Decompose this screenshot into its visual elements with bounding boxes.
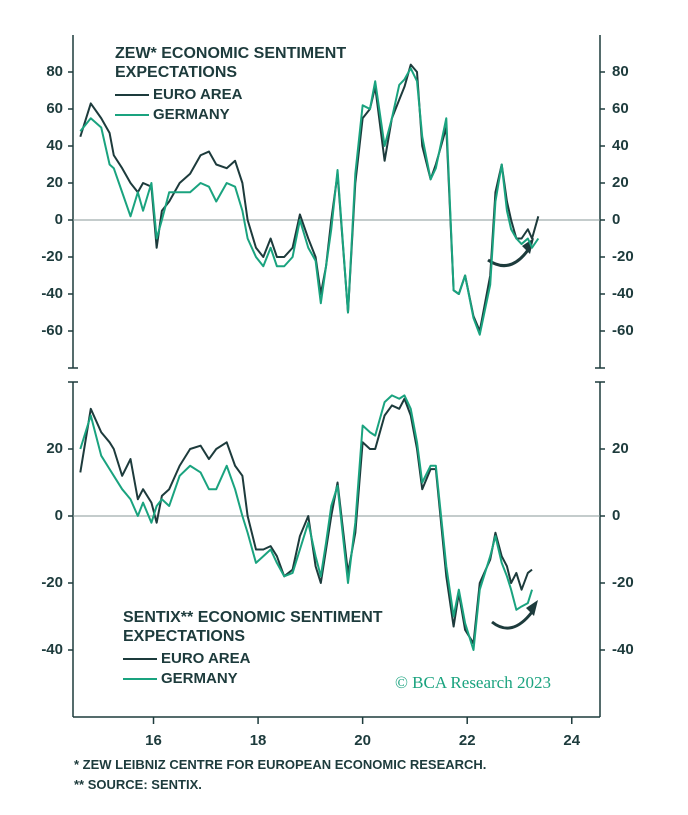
y-tick-label: 20 — [46, 440, 63, 457]
y2-tick-label: 60 — [612, 100, 629, 117]
chart-title: SENTIX** ECONOMIC SENTIMENT EXPECTATIONS — [123, 609, 383, 645]
y-tick-label: 0 — [55, 507, 63, 524]
y-tick-label: -60 — [41, 322, 63, 339]
x-tick-label: 20 — [354, 732, 371, 749]
y2-tick-label: 40 — [612, 137, 629, 154]
y-tick-label: 0 — [55, 211, 63, 228]
legend-label: GERMANY — [161, 670, 238, 687]
x-tick-label: 18 — [250, 732, 267, 749]
series-line — [79, 63, 540, 332]
series-line — [79, 397, 533, 645]
x-tick-label: 24 — [563, 732, 580, 749]
y2-tick-label: 20 — [612, 174, 629, 191]
watermark: © BCA Research 2023 — [395, 673, 551, 692]
x-tick-label: 16 — [145, 732, 162, 749]
y2-tick-label: 0 — [612, 507, 620, 524]
x-tick-label: 22 — [459, 732, 476, 749]
y-tick-label: 60 — [46, 100, 63, 117]
y-tick-label: 40 — [46, 137, 63, 154]
y-tick-label: 20 — [46, 174, 63, 191]
y2-tick-label: 80 — [612, 63, 629, 80]
y-tick-label: 80 — [46, 63, 63, 80]
y2-tick-label: -20 — [612, 574, 634, 591]
series-line — [79, 394, 533, 651]
axes — [68, 35, 605, 718]
legend-label: EURO AREA — [161, 650, 251, 667]
y2-tick-label: -40 — [612, 641, 634, 658]
series-line — [79, 67, 540, 336]
y2-tick-label: 0 — [612, 211, 620, 228]
legend-label: EURO AREA — [153, 86, 243, 103]
y-tick-label: -40 — [41, 641, 63, 658]
chart-title: ZEW* ECONOMIC SENTIMENT EXPECTATIONS — [115, 45, 347, 81]
arrow-head — [526, 600, 538, 616]
y2-tick-label: -40 — [612, 285, 634, 302]
arrow-head — [522, 238, 534, 254]
y2-tick-label: -20 — [612, 248, 634, 265]
legend-label: GERMANY — [153, 106, 230, 123]
y-tick-label: -20 — [41, 574, 63, 591]
footnote: ** SOURCE: SENTIX. — [74, 777, 202, 792]
y2-tick-label: 20 — [612, 440, 629, 457]
arrows — [487, 249, 534, 630]
y-tick-label: -20 — [41, 248, 63, 265]
footnote: * ZEW LEIBNIZ CENTRE FOR EUROPEAN ECONOM… — [74, 757, 487, 772]
y-tick-label: -40 — [41, 285, 63, 302]
y2-tick-label: -60 — [612, 322, 634, 339]
